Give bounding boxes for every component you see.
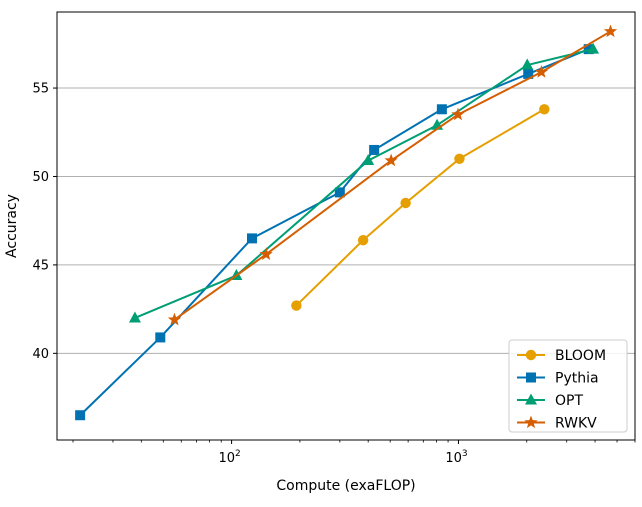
legend-label: Pythia <box>555 371 599 387</box>
rwkv-point <box>603 24 618 38</box>
legend: BLOOM Pythia OPT RWKV <box>508 339 628 433</box>
axis-ticks: 40 45 50 55 102 103 <box>32 82 636 466</box>
x-tick-label: 102 <box>218 449 240 466</box>
pythia-point <box>75 410 86 421</box>
y-tick-label: 45 <box>32 258 49 273</box>
series-rwkv <box>167 24 618 326</box>
bloom-point <box>291 300 302 311</box>
rwkv-point <box>451 107 465 121</box>
rwkv-point <box>384 153 398 167</box>
series-bloom <box>291 104 550 311</box>
bloom-point <box>400 197 411 209</box>
legend-box <box>508 339 628 433</box>
legend-item-pythia: Pythia <box>517 371 599 387</box>
pythia-point <box>155 332 166 343</box>
legend-item-opt: OPT <box>517 393 583 409</box>
pythia-point <box>334 187 345 198</box>
bloom-point <box>454 153 465 164</box>
bloom-point <box>539 104 550 115</box>
pythia-point <box>583 44 594 55</box>
legend-label: RWKV <box>555 416 597 432</box>
opt-point <box>362 154 375 166</box>
opt-point <box>587 42 600 54</box>
pythia-point <box>523 68 534 79</box>
series-layer <box>75 24 618 421</box>
rwkv-point <box>259 247 273 260</box>
x-tick-label: 103 <box>445 449 467 466</box>
y-tick-label: 40 <box>32 347 49 362</box>
y-axis-label: Accuracy <box>4 194 20 258</box>
series-opt <box>128 42 600 323</box>
legend-item-rwkv: RWKV <box>517 415 597 432</box>
pythia-point <box>436 104 447 115</box>
legend-swatch-marker <box>525 349 537 361</box>
legend-swatch-marker <box>526 372 536 383</box>
pythia-point <box>246 233 257 244</box>
legend-item-bloom: BLOOM <box>517 348 606 364</box>
y-tick-label: 55 <box>32 82 49 97</box>
opt-line <box>134 48 594 319</box>
opt-point <box>128 311 141 323</box>
y-tick-label: 50 <box>32 170 49 185</box>
legend-label: BLOOM <box>555 348 606 364</box>
rwkv-point <box>167 312 182 326</box>
pythia-point <box>369 144 380 155</box>
legend-swatch-marker <box>524 415 538 429</box>
legend-swatch-marker <box>525 393 537 405</box>
legend-label: OPT <box>555 393 583 409</box>
rwkv-line <box>173 30 612 321</box>
bloom-point <box>357 234 369 246</box>
plot-frame <box>56 11 636 441</box>
opt-point <box>521 58 534 70</box>
rwkv-point <box>534 65 549 78</box>
bloom-line <box>295 108 545 307</box>
x-axis-label: Compute (exaFLOP) <box>276 478 415 494</box>
